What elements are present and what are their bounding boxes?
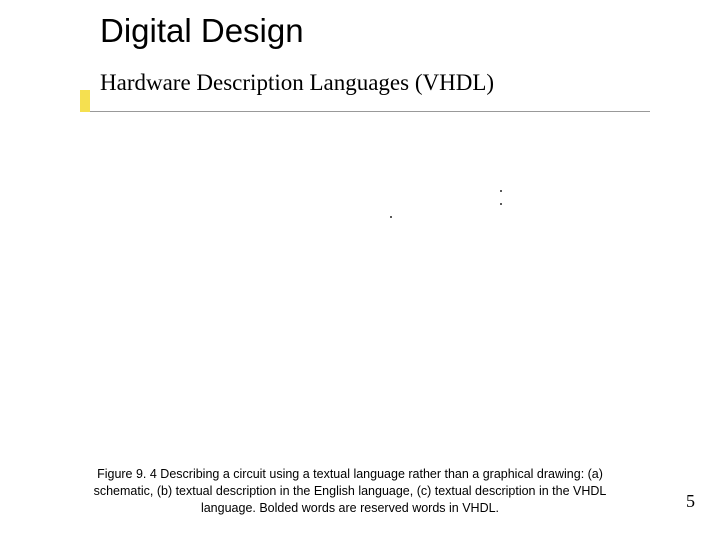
slide-title: Digital Design: [100, 12, 304, 50]
slide-subtitle: Hardware Description Languages (VHDL): [100, 70, 494, 96]
content-dot: [500, 203, 502, 205]
content-dot: [390, 216, 392, 218]
figure-caption: Figure 9. 4 Describing a circuit using a…: [70, 466, 630, 517]
page-number: 5: [686, 491, 695, 512]
header-divider-line: [80, 111, 650, 112]
content-dot: [500, 190, 502, 192]
accent-bar: [80, 90, 90, 112]
